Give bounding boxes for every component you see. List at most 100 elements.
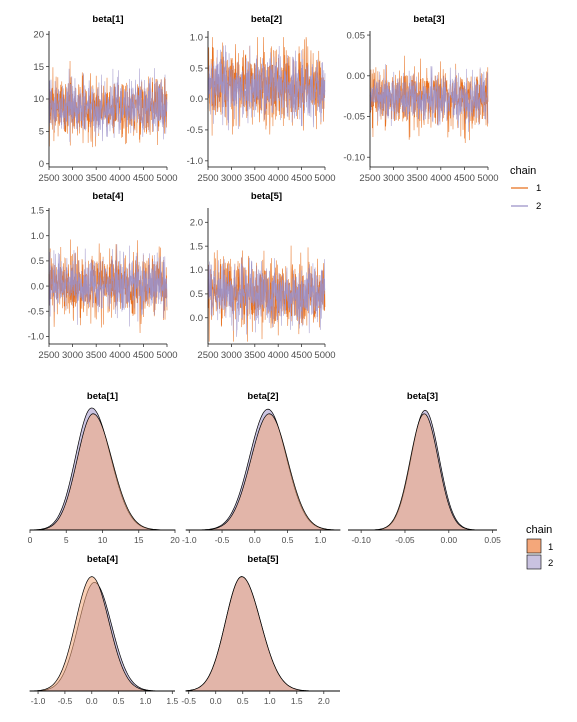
- y-tick-label: -0.5: [28, 306, 44, 317]
- density-panel-title: beta[4]: [87, 554, 118, 565]
- trace-line-chain-2: [207, 256, 326, 337]
- trace-panel-title: beta[4]: [92, 191, 123, 202]
- y-tick-label: -0.10: [343, 152, 365, 163]
- x-tick-label: 0.0: [86, 696, 98, 706]
- trace-line-chain-2: [48, 68, 168, 142]
- x-tick-label: 4000: [430, 173, 451, 184]
- y-tick-label: 1.5: [31, 206, 44, 217]
- x-tick-label: 15: [134, 535, 144, 545]
- legend-key-chain-1: [526, 538, 542, 554]
- x-tick-label: 4000: [109, 173, 130, 184]
- x-tick-label: 4000: [268, 350, 289, 361]
- density-legend: chain 1 2: [526, 524, 553, 570]
- trace-panel-3: beta[3] -0.10 -0.05 0.00 0.05 2500 3000 3500 400…: [343, 14, 498, 184]
- y-tick-label: 0.00: [347, 71, 366, 82]
- x-tick-label: 5000: [156, 173, 177, 184]
- density-area-chain-1: [348, 413, 497, 531]
- x-tick-label: -0.05: [395, 535, 415, 545]
- x-tick-label: 2500: [38, 173, 59, 184]
- density-area-chain-1: [29, 413, 176, 531]
- density-panel-1: beta[1] 0 5 10 15 20: [28, 391, 180, 545]
- density-area-chain-1: [185, 413, 341, 531]
- trace-panel-2: beta[2] -1.0 -0.5 0.0 0.5 1.0 2500 3000 3500 4000…: [187, 14, 336, 184]
- x-tick-label: 5000: [156, 350, 177, 361]
- legend-label-chain-2: 2: [536, 201, 541, 212]
- y-tick-label: 0.5: [31, 256, 44, 267]
- legend-label-chain-1: 1: [548, 542, 553, 553]
- x-tick-label: 1.0: [264, 696, 276, 706]
- x-tick-label: -1.0: [182, 535, 197, 545]
- x-tick-label: 3000: [62, 173, 83, 184]
- y-tick-label: 0.5: [190, 289, 203, 300]
- x-tick-label: 3500: [86, 350, 107, 361]
- x-tick-label: 2500: [359, 173, 380, 184]
- x-tick-label: 4500: [133, 173, 154, 184]
- x-tick-label: 10: [98, 535, 108, 545]
- x-tick-label: 3500: [244, 173, 265, 184]
- y-tick-label: -1.0: [187, 156, 203, 167]
- trace-line-chain-2: [369, 64, 489, 132]
- density-panel-5: beta[5] -0.5 0.0 0.5 1.0 1.5 2.0: [181, 554, 340, 706]
- density-panel-title: beta[3]: [407, 391, 438, 402]
- density-area-chain-1: [185, 576, 340, 692]
- traceplot-legend: chain 1 2: [510, 165, 541, 212]
- x-tick-label: 4500: [291, 350, 312, 361]
- x-tick-label: 4500: [291, 173, 312, 184]
- density-panel-title: beta[5]: [247, 554, 278, 565]
- y-tick-label: 0: [39, 159, 44, 170]
- legend-title: chain: [510, 165, 536, 177]
- x-tick-label: 4000: [109, 350, 130, 361]
- x-tick-label: 5000: [477, 173, 498, 184]
- y-tick-label: 0.5: [190, 63, 203, 74]
- x-tick-label: 4500: [133, 350, 154, 361]
- x-tick-label: -1.0: [31, 696, 46, 706]
- density-panel-2: beta[2] -1.0 -0.5 0.0 0.5 1.0: [182, 391, 341, 545]
- x-tick-label: 5: [64, 535, 69, 545]
- y-tick-label: -0.05: [343, 112, 365, 123]
- y-tick-label: 5: [39, 127, 44, 138]
- x-tick-label: 2.0: [318, 696, 330, 706]
- x-tick-label: 0.5: [237, 696, 249, 706]
- x-tick-label: 4000: [268, 173, 289, 184]
- x-tick-label: 3000: [221, 350, 242, 361]
- trace-line-chain-2: [48, 244, 168, 327]
- x-tick-label: -0.10: [351, 535, 371, 545]
- density-panel-4: beta[4] -1.0 -0.5 0.0 0.5 1.0 1.5: [29, 554, 178, 706]
- trace-panel-title: beta[5]: [251, 191, 282, 202]
- y-tick-label: 15: [33, 62, 44, 73]
- y-tick-label: 1.5: [190, 241, 203, 252]
- x-tick-label: 0.5: [113, 696, 125, 706]
- trace-panel-title: beta[2]: [251, 14, 282, 25]
- x-tick-label: 0.05: [484, 535, 501, 545]
- x-tick-label: 0: [28, 535, 33, 545]
- trace-panel-5: beta[5] 0.0 0.5 1.0 1.5 2.0 2500 3000 3500 4000 45…: [190, 191, 336, 361]
- y-tick-label: 0.0: [190, 313, 203, 324]
- x-tick-label: 3500: [86, 173, 107, 184]
- y-tick-label: 1.0: [190, 265, 203, 276]
- x-tick-label: 3000: [62, 350, 83, 361]
- x-tick-label: 2500: [197, 350, 218, 361]
- legend-label-chain-2: 2: [548, 558, 553, 569]
- trace-line-chain-2: [207, 45, 326, 131]
- x-tick-label: -0.5: [58, 696, 73, 706]
- x-tick-label: 20: [170, 535, 180, 545]
- x-tick-label: 2500: [38, 350, 59, 361]
- density-panel-title: beta[1]: [87, 391, 118, 402]
- x-tick-label: 1.0: [314, 535, 326, 545]
- x-tick-label: 4500: [454, 173, 475, 184]
- y-tick-label: 10: [33, 94, 44, 105]
- x-tick-label: 0.5: [282, 535, 294, 545]
- legend-label-chain-1: 1: [536, 183, 541, 194]
- x-tick-label: 1.0: [140, 696, 152, 706]
- y-tick-label: -0.5: [187, 125, 203, 136]
- x-tick-label: 5000: [314, 173, 335, 184]
- x-tick-label: 0.0: [210, 696, 222, 706]
- legend-key-chain-2: [526, 554, 542, 570]
- x-tick-label: 1.5: [291, 696, 303, 706]
- trace-panel-title: beta[1]: [92, 14, 123, 25]
- x-tick-label: 0.00: [441, 535, 458, 545]
- x-tick-label: 3500: [244, 350, 265, 361]
- x-tick-label: 3500: [407, 173, 428, 184]
